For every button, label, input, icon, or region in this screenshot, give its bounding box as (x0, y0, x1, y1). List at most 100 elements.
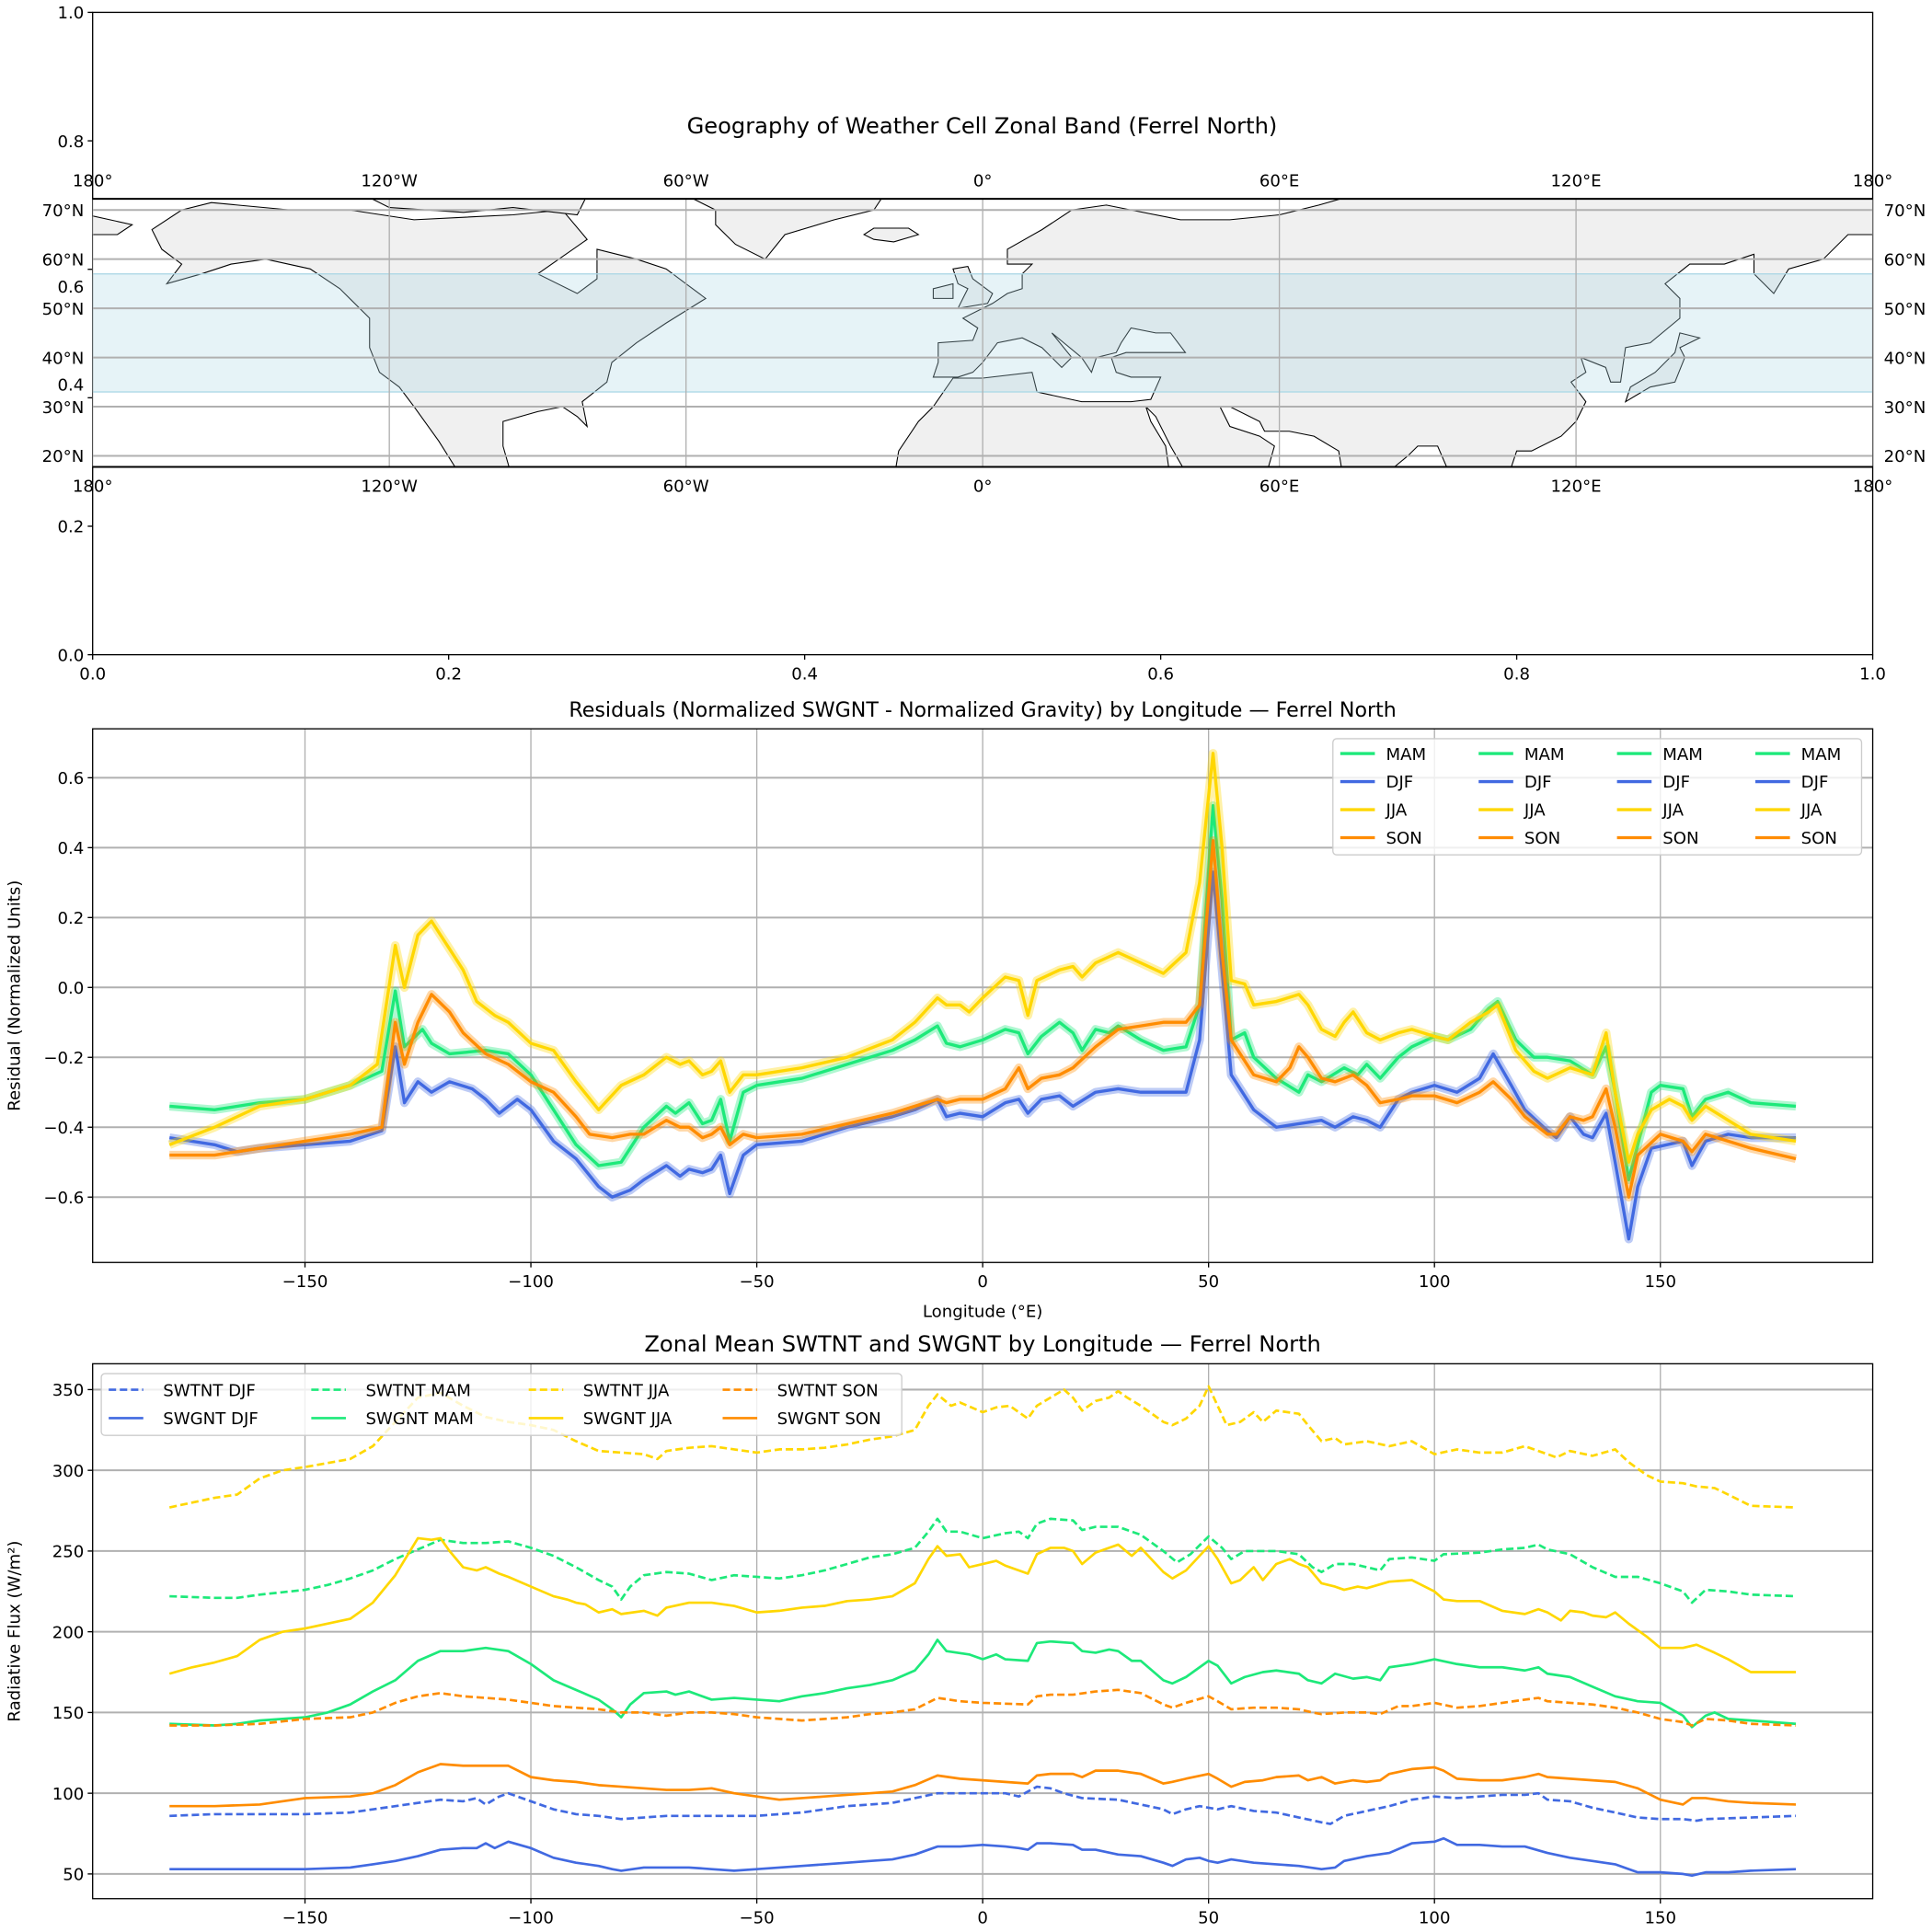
y-tick-label: −0.4 (43, 1119, 84, 1138)
lat-label-left: 30°N (42, 398, 85, 418)
series-jja-line (168, 752, 1797, 1164)
y-tick-label: 0.6 (57, 769, 84, 788)
frame-ytick-label: 0.0 (57, 646, 84, 665)
lat-label-right: 40°N (1884, 349, 1926, 368)
legend-label: SON (1524, 829, 1560, 848)
legend-label: SWGNT SON (777, 1409, 881, 1429)
x-axis-label: Longitude (°E) (923, 1302, 1042, 1321)
y-tick-label: 200 (52, 1623, 85, 1642)
land-polygon (932, 282, 954, 299)
frame-ytick-label: 0.6 (57, 278, 84, 297)
legend-label: DJF (1386, 773, 1414, 792)
frame-xtick-label: 0.0 (79, 664, 106, 684)
lat-label-left: 70°N (42, 201, 85, 221)
x-tick-label: −50 (739, 1272, 774, 1292)
x-tick-label: −150 (282, 1272, 328, 1292)
legend-label: SWGNT JJA (583, 1409, 673, 1429)
y-tick-label: 150 (52, 1704, 85, 1723)
lat-label-right: 50°N (1884, 300, 1926, 319)
lat-label-left: 50°N (42, 300, 85, 319)
legend-label: SON (1801, 829, 1837, 848)
lon-label-top: 120°E (1551, 172, 1602, 191)
frame-xtick-label: 1.0 (1859, 664, 1886, 684)
map-title: Geography of Weather Cell Zonal Band (Fe… (687, 113, 1278, 139)
legend-label: MAM (1386, 745, 1427, 765)
legend-label: SWTNT SON (777, 1381, 879, 1400)
y-tick-label: 100 (52, 1785, 85, 1804)
x-tick-label: 100 (1419, 1909, 1451, 1928)
lat-label-left: 60°N (42, 250, 85, 270)
lat-label-right: 20°N (1884, 447, 1926, 466)
frame-ytick-label: 0.8 (57, 132, 84, 152)
lon-label-top: 0° (973, 172, 993, 191)
axes-frame (92, 1363, 1874, 1900)
y-tick-label: 250 (52, 1543, 85, 1562)
x-tick-label: −50 (739, 1909, 774, 1928)
legend-box (100, 1373, 903, 1436)
series-swgnt-jja-line (168, 1536, 1797, 1675)
legend-label: DJF (1662, 773, 1690, 792)
lat-label-left: 20°N (42, 447, 85, 466)
legend-label: MAM (1801, 745, 1842, 765)
lon-label-bottom: 120°W (361, 477, 418, 496)
legend-label: SWTNT DJF (163, 1381, 256, 1400)
series-swtnt-djf-line (169, 1785, 1797, 1825)
land-polygon (1624, 332, 1701, 403)
legend-label: SON (1662, 829, 1698, 848)
y-tick-label: −0.6 (43, 1189, 84, 1208)
legend-label: DJF (1801, 773, 1829, 792)
legend-label: SWGNT DJF (163, 1409, 259, 1429)
series-swtnt-son-line (169, 1688, 1797, 1727)
land-polygon (895, 199, 1873, 467)
lon-label-bottom: 0° (973, 477, 993, 496)
series-son-line (169, 839, 1797, 1199)
y-tick-label: 350 (52, 1381, 85, 1400)
lat-label-right: 60°N (1884, 250, 1926, 270)
x-tick-label: 100 (1419, 1272, 1451, 1292)
map-panel: 0.0 0.2 0.4 0.6 0.8 1.0 0.0 0.2 0.4 0.6 0.8 1.0 Geog… (42, 4, 1926, 684)
lon-label-bottom: 180° (1853, 477, 1893, 496)
axes-frame (92, 728, 1874, 1263)
series-mam-line (169, 804, 1797, 1181)
x-tick-label: 150 (1644, 1909, 1676, 1928)
y-tick-label: 0.0 (57, 979, 84, 998)
legend-box (1332, 738, 1863, 856)
lon-label-top: 60°W (663, 172, 709, 191)
frame-ytick-label: 1.0 (57, 4, 84, 23)
y-tick-label: 0.2 (57, 909, 84, 928)
series-swtnt-mam-line (169, 1517, 1797, 1604)
legend-label: SWTNT MAM (365, 1381, 470, 1400)
lat-label-right: 30°N (1884, 398, 1926, 418)
y-axis-label: Residual (Normalized Units) (5, 880, 24, 1111)
x-tick-label: 150 (1644, 1272, 1676, 1292)
y-tick-label: 300 (52, 1462, 85, 1481)
lon-label-bottom: 60°E (1259, 477, 1300, 496)
legend-label: JJA (1386, 801, 1408, 821)
legend-label: SON (1386, 829, 1422, 848)
land-polygon (692, 199, 882, 260)
legend-label: SWTNT JJA (583, 1381, 670, 1400)
lon-label-top: 180° (1853, 172, 1893, 191)
x-tick-label: 50 (1198, 1909, 1219, 1928)
x-tick-label: 0 (977, 1272, 988, 1292)
frame-xtick-label: 0.8 (1503, 664, 1530, 684)
legend-label: SWGNT MAM (365, 1409, 473, 1429)
legend-label: JJA (1800, 801, 1823, 821)
x-tick-label: −100 (508, 1272, 554, 1292)
map-area (92, 199, 1873, 467)
y-tick-label: 50 (63, 1866, 84, 1885)
land-polygon (863, 227, 920, 243)
legend: MAM DJF JJA SON MAM DJF JJA SON MAM DJF JJA SON MAM D… (1332, 738, 1863, 856)
frame-ytick-label: 0.4 (57, 375, 84, 395)
y-tick-label: −0.2 (43, 1049, 84, 1068)
legend-label: JJA (1524, 801, 1546, 821)
x-tick-label: −150 (282, 1909, 328, 1928)
land-polygon (92, 215, 134, 236)
lon-label-bottom: 60°W (663, 477, 709, 496)
series-swgnt-mam-line (169, 1639, 1797, 1729)
frame-xtick-label: 0.6 (1147, 664, 1174, 684)
lat-label-right: 70°N (1884, 201, 1926, 221)
y-tick-label: 0.4 (57, 839, 84, 858)
lon-label-bottom: 120°E (1551, 477, 1602, 496)
